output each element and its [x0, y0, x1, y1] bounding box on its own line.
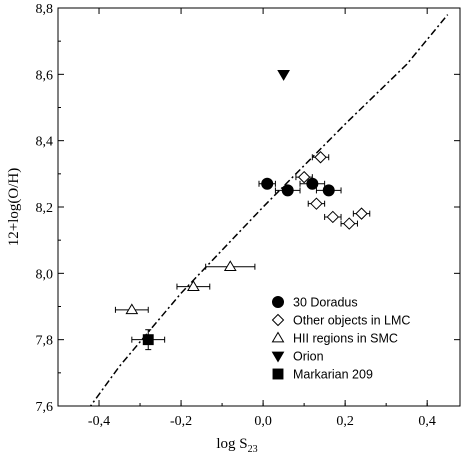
data-point	[322, 184, 335, 197]
legend-label: HII regions in SMC	[293, 332, 398, 346]
y-tick-label: 8,0	[36, 267, 54, 282]
x-axis-title-subscript: 23	[248, 444, 258, 455]
x-tick-label: 0,0	[254, 414, 272, 429]
x-tick-label: -0,4	[88, 414, 110, 429]
y-axis-title: 12+log(O/H)	[6, 168, 22, 246]
fit-line	[89, 14, 449, 406]
data-point	[142, 334, 154, 346]
data-point	[297, 170, 311, 184]
legend-marker	[272, 368, 284, 380]
x-axis-title: log S23	[216, 436, 257, 455]
legend-label: 30 Doradus	[293, 296, 358, 310]
data-point	[343, 217, 356, 230]
legend-label: Orion	[293, 350, 324, 364]
y-tick-label: 7,8	[36, 334, 54, 349]
legend-label: Markarian 209	[293, 368, 373, 382]
data-point	[125, 303, 139, 315]
x-axis-title-main: log S	[216, 436, 247, 452]
y-tick-label: 8,2	[36, 201, 54, 216]
y-tick-label: 8,8	[36, 2, 54, 17]
legend: 30 Doradus Other objects in LMC HII region…	[271, 296, 410, 382]
data-point	[261, 177, 274, 190]
legend-marker	[271, 351, 285, 363]
y-tick-label: 8,4	[36, 135, 54, 150]
data-points	[114, 69, 371, 351]
data-point	[355, 207, 368, 220]
x-tick-label: 0,2	[336, 414, 354, 429]
fit-line-group	[89, 14, 449, 406]
data-point	[186, 280, 200, 291]
data-point	[223, 260, 237, 272]
legend-marker	[272, 296, 284, 308]
y-tick-label: 8,6	[36, 68, 54, 83]
legend-marker	[271, 331, 285, 343]
x-tick-label: 0,4	[418, 414, 436, 429]
data-point	[314, 151, 327, 164]
y-tick-label: 7,6	[36, 400, 54, 415]
x-tick-label: -0,2	[170, 414, 192, 429]
plot-frame	[57, 7, 461, 407]
data-point	[326, 210, 340, 224]
legend-marker	[271, 313, 285, 327]
data-point	[281, 184, 294, 197]
data-point	[310, 197, 323, 210]
data-point	[277, 69, 290, 81]
axis-ticks: -0,4 -0,2 0,0 0,2 0,4 7,6 7,8 8,0 8,2 8,4 8,6 8,8	[36, 2, 460, 429]
legend-label: Other objects in LMC	[293, 314, 410, 328]
